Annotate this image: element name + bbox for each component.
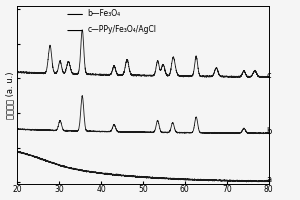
Y-axis label: 累积强度 (a. u.): 累积强度 (a. u.) xyxy=(6,71,15,119)
Text: b—Fe₃O₄: b—Fe₃O₄ xyxy=(88,9,121,18)
Text: c—PPy/Fe₃O₄/AgCl: c—PPy/Fe₃O₄/AgCl xyxy=(88,25,157,34)
Text: b: b xyxy=(266,127,272,136)
Text: a: a xyxy=(266,175,272,184)
Text: c: c xyxy=(266,71,271,80)
